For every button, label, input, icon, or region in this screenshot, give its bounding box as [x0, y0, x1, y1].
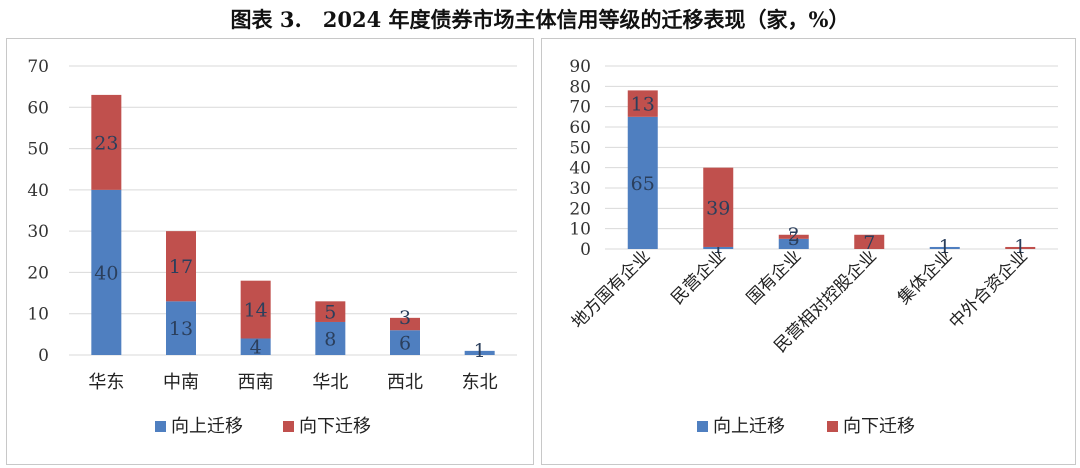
y-tick-label: 0 [38, 346, 49, 366]
bar-segment [703, 167, 734, 247]
bar-segment [240, 280, 271, 339]
data-label: 4 [250, 337, 262, 359]
y-tick-label: 50 [569, 138, 591, 158]
y-tick-label: 10 [27, 305, 49, 325]
bar-segment [91, 189, 122, 355]
category-label: 东北 [462, 372, 498, 393]
y-tick-label: 60 [569, 118, 591, 138]
data-label: 13 [169, 318, 193, 340]
category-label: 华北 [312, 372, 348, 393]
y-tick-label: 50 [27, 140, 49, 160]
y-tick-label: 20 [27, 263, 49, 283]
data-label: 65 [631, 173, 655, 195]
bar-segment [166, 301, 196, 355]
category-label: 集体企业 [894, 246, 956, 308]
data-label: 6 [399, 333, 411, 355]
legend-label: 向上迁移 [171, 416, 243, 437]
bar-segment [91, 94, 122, 190]
y-tick-label: 30 [569, 179, 591, 199]
region-chart: 0 10 20 30 40 50 60 70 40 23 华东 13 17 中南 4 14 西南 8 5 华北 6 3 西北… [27, 57, 517, 437]
bar-segment [166, 231, 196, 302]
y-tick-label: 70 [569, 98, 591, 118]
bar-segment [929, 246, 960, 249]
category-label: 中外合资企业 [946, 246, 1032, 332]
data-label: 1 [474, 340, 486, 362]
ownership-chart: 01020304050607080906513地方国有企业139民营企业52国有… [568, 57, 1058, 437]
data-label: 17 [169, 256, 193, 278]
y-tick-label: 90 [569, 57, 591, 77]
legend-label: 向下迁移 [299, 416, 371, 437]
data-label: 13 [631, 94, 655, 116]
bar-segment [778, 234, 809, 239]
data-label: 3 [399, 307, 411, 329]
category-label: 西南 [238, 372, 274, 393]
y-tick-label: 0 [580, 240, 591, 260]
bar-segment [778, 238, 809, 249]
category-label: 华东 [88, 372, 124, 393]
bar-segment [315, 301, 346, 322]
bar-segment [627, 116, 658, 249]
bar-segment [464, 350, 495, 355]
legend-swatch [827, 421, 838, 432]
y-tick-label: 20 [569, 199, 591, 219]
y-tick-label: 60 [27, 98, 49, 118]
legend-label: 向上迁移 [713, 416, 785, 437]
data-label: 1 [939, 236, 951, 258]
y-tick-label: 70 [27, 57, 49, 77]
bar-segment [390, 317, 420, 331]
data-label: 7 [863, 232, 875, 254]
y-tick-label: 40 [27, 181, 49, 201]
y-tick-label: 40 [569, 159, 591, 179]
data-label: 40 [94, 262, 118, 284]
chart-panel-region: 0 10 20 30 40 50 60 70 40 23 华东 13 17 中南 4 14 西南 8 5 华北 6 3 西北… [6, 38, 534, 465]
data-label: 23 [94, 132, 118, 154]
bar-segment [315, 321, 346, 355]
data-label: 5 [324, 302, 336, 324]
category-label: 国有企业 [743, 246, 805, 308]
category-label: 中南 [163, 372, 199, 393]
legend-swatch [697, 421, 708, 432]
bar-segment [703, 246, 734, 249]
bar-segment [240, 338, 271, 355]
bar-segment [390, 330, 420, 355]
data-label: 8 [324, 328, 336, 350]
bar-segment [854, 234, 885, 249]
data-label: 2 [788, 224, 800, 246]
y-tick-label: 30 [27, 222, 49, 242]
chart-panel-ownership: 01020304050607080906513地方国有企业139民营企业52国有… [541, 38, 1076, 465]
data-label: 39 [706, 197, 730, 219]
data-label: 1 [1014, 236, 1026, 258]
legend-label: 向下迁移 [843, 416, 915, 437]
data-label: 14 [244, 300, 268, 322]
y-tick-label: 10 [569, 220, 591, 240]
page-title: 图表 3. 2024 年度债券市场主体信用等级的迁移表现（家，%） [230, 7, 850, 32]
bar-segment [1005, 246, 1036, 249]
category-label: 西北 [387, 372, 423, 393]
category-label: 民营企业 [668, 246, 730, 308]
legend-swatch [283, 421, 294, 432]
legend-swatch [155, 421, 166, 432]
y-tick-label: 80 [569, 77, 591, 97]
bar-segment [627, 90, 658, 117]
